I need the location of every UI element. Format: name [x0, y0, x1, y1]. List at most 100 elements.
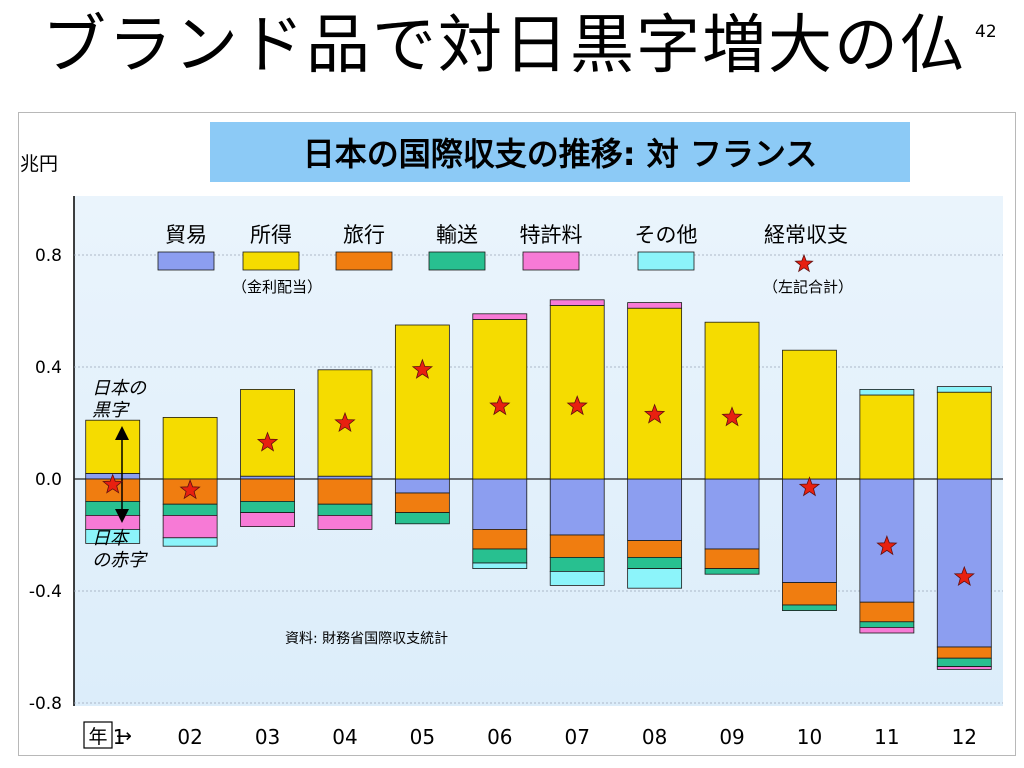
bar-segment [317, 514, 373, 530]
x-tick-label: 12 [952, 725, 977, 749]
plot-area [74, 196, 1003, 706]
y-tick-label: -0.8 [29, 694, 62, 714]
legend-label: 経常収支 [764, 223, 848, 247]
deficit-annotation: の赤字 [92, 550, 148, 571]
bar-segment [782, 349, 837, 480]
bar-segment [549, 534, 605, 558]
legend-label: 旅行 [343, 223, 385, 247]
current-account-marker [566, 395, 588, 416]
bar-segment [317, 503, 373, 516]
year-label: 年 [88, 726, 107, 748]
legend-label: その他 [635, 223, 698, 247]
bar-segment [627, 307, 683, 480]
bar-segment [549, 299, 605, 306]
bar-segment [85, 419, 141, 474]
x-tick-label: 07 [564, 725, 589, 749]
bar-segment [704, 321, 760, 480]
y-unit-label: 兆円 [20, 153, 58, 175]
bar-segment [472, 548, 528, 564]
bar-segment [317, 478, 373, 505]
legend-label: 貿易 [165, 223, 207, 247]
chart-title: 日本の国際収支の推移: 対 フランス [303, 135, 817, 173]
bar-segment [549, 304, 605, 480]
current-account-marker [953, 565, 975, 587]
legend-sublabel: （金利配当） [232, 278, 322, 296]
legend-label: 輸送 [436, 223, 478, 247]
legend-swatch [522, 251, 580, 271]
bar-segment [704, 568, 760, 575]
year-label-box [83, 721, 113, 749]
bar-segment [859, 394, 915, 480]
legend-swatch [637, 251, 695, 271]
bar-segment [704, 478, 760, 550]
bar-segment [859, 601, 915, 623]
labels-layer: 0.80.40.0-0.4-0.801 02 03 04 05 06 07 08 09 10 11 1… [29, 246, 977, 749]
legend-label: 特許料 [520, 223, 583, 247]
bar-segment [936, 657, 992, 668]
bar-segment [936, 646, 992, 659]
x-tick-label: 02 [177, 725, 202, 749]
bar-segment [936, 391, 992, 480]
current-account-marker [644, 403, 666, 424]
bar-segment [859, 627, 915, 634]
current-account-marker [876, 535, 898, 556]
source-note: 資料: 財務省国際収支統計 [285, 631, 448, 647]
bar-segment [472, 313, 528, 320]
legend-swatch [428, 251, 486, 271]
x-tick-label: 11 [874, 725, 899, 749]
bar-segment [85, 500, 141, 516]
legend-swatch [335, 251, 393, 271]
current-account-marker [411, 358, 433, 379]
bar-segment [162, 514, 218, 539]
legend-swatch [157, 251, 215, 271]
bar-segment [162, 503, 218, 516]
current-account-markers [102, 358, 975, 587]
current-account-marker [179, 479, 201, 500]
legend-label: 所得 [250, 223, 292, 247]
surplus-annotation: 日本の [92, 378, 147, 399]
balance-chart: 日本の国際収支の推移: 対 フランス 兆円 貿易 所得 （金利配当） 旅行 輸送 特許料 そ… [18, 112, 1016, 756]
year-arrow: → [116, 725, 132, 747]
bar-segment [472, 478, 528, 530]
bar-segment [240, 478, 295, 502]
bar-segment [394, 324, 450, 480]
bar-segment [240, 500, 295, 513]
legend: 貿易 所得 （金利配当） 旅行 輸送 特許料 その他 経常収支 （左記合計） [157, 223, 853, 296]
surplus-annotation: 黒字 [92, 400, 130, 421]
slide-title: ブランド品で対日黒字増大の仏 [42, 9, 966, 83]
arrow-down-icon [115, 509, 129, 523]
bar-segment [549, 478, 605, 536]
bar-segment [162, 537, 218, 547]
bar-segment [85, 528, 141, 544]
y-tick-label: 0.4 [35, 358, 62, 378]
x-tick-label: 08 [642, 725, 667, 749]
bar-segment [240, 475, 295, 480]
x-tick-label: 05 [410, 725, 435, 749]
bar-segment [162, 416, 218, 480]
bar-segment [627, 302, 683, 309]
bar-segment [782, 582, 837, 606]
bar-segment [936, 386, 992, 393]
bar-segment [549, 570, 605, 586]
bar-segment [782, 478, 837, 583]
bar-segment [936, 666, 992, 670]
chart-frame: 日本の国際収支の推移: 対 フランス 兆円 貿易 所得 （金利配当） 旅行 輸送 特許料 そ… [18, 112, 1016, 756]
bar-segment [394, 478, 450, 494]
bar-segment [704, 548, 760, 570]
x-tick-label: 06 [487, 725, 512, 749]
x-tick-label: 09 [719, 725, 744, 749]
deficit-annotation: 日本 [92, 528, 130, 549]
bar-segment [472, 562, 528, 569]
page-number: 42 [975, 22, 997, 42]
x-tick-label: 03 [255, 725, 280, 749]
bar-segment [317, 475, 373, 480]
current-account-marker [256, 431, 279, 452]
bar-segment [472, 528, 528, 550]
bar-segment [782, 604, 837, 611]
arrow-up-icon [115, 426, 129, 440]
legend-sublabel: （左記合計） [763, 278, 853, 296]
y-tick-label: 0.8 [35, 246, 62, 266]
current-account-marker [798, 476, 821, 497]
x-tick-label: 10 [797, 725, 822, 749]
bar-segment [394, 492, 450, 514]
